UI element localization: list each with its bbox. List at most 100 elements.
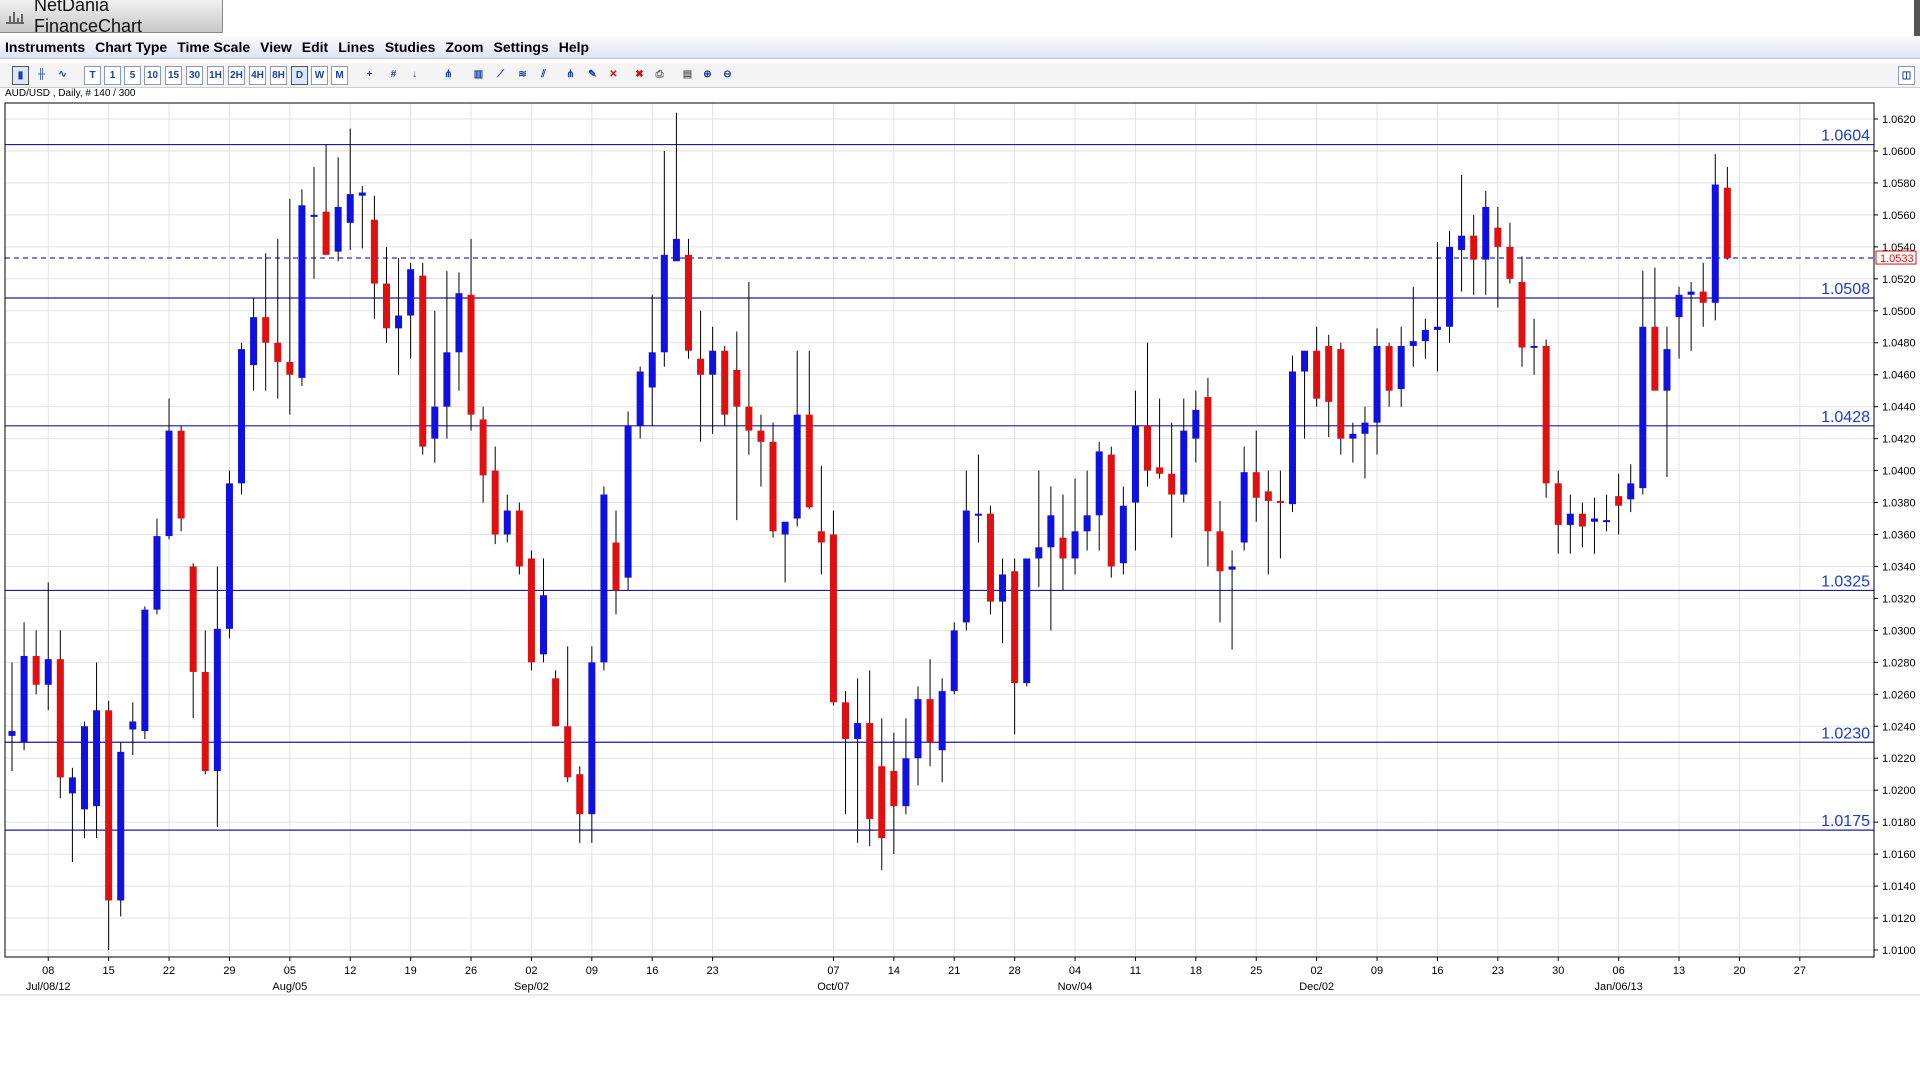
candle-body-up [1119,505,1127,564]
x-tick-label: 02 [525,965,537,977]
candle-body-down [382,283,390,329]
print-icon[interactable]: ⎙ [655,69,664,80]
interval-30-button[interactable]: 30 [186,66,203,85]
candle-body-down [817,531,825,543]
menu-edit[interactable]: Edit [301,39,329,55]
candle [1615,473,1623,535]
zoom-in-icon[interactable]: ⊕ [703,69,712,80]
candle [431,310,439,463]
menu-zoom[interactable]: Zoom [445,39,484,55]
panel-toggle-icon[interactable]: ◫ [1898,66,1915,85]
interval-1-button[interactable]: 1 [104,66,121,85]
candle-body-down [515,510,523,567]
menu-studies[interactable]: Studies [384,39,436,55]
studies-icon[interactable]: ⋔ [444,69,453,80]
menu-bar: Instruments Chart Type Time Scale View Edit L… [0,36,1920,59]
candle [1397,326,1405,407]
candle-body-up [1687,291,1695,295]
interval-5-button[interactable]: 5 [124,66,141,85]
bar-chart-icon[interactable]: ╫ [37,69,46,80]
interval-d-button[interactable]: D [291,66,308,85]
x-tick-label: 19 [405,965,417,977]
candle [999,558,1007,644]
candle [1373,328,1381,455]
menu-lines[interactable]: Lines [338,39,375,55]
candlestick-icon[interactable]: ▮ [12,66,29,85]
menu-view[interactable]: View [260,39,292,55]
x-tick-label: 16 [646,965,658,977]
pitchfork-icon[interactable]: ⋔ [566,69,575,80]
candle-body-up [1192,409,1200,439]
instrument-info: AUD/USD , Daily, # 140 / 300 [5,88,136,99]
volume-icon[interactable]: ▥ [473,69,484,80]
candle-body-up [298,205,306,378]
candle-body-down [189,566,197,672]
interval-10-button[interactable]: 10 [144,66,161,85]
candles [8,112,1731,950]
y-tick-label: 1.0440 [1882,402,1916,414]
candle-body-up [213,628,221,772]
candle [1168,422,1176,538]
candle [32,630,40,695]
candle-body-down [1264,491,1272,501]
window-title-tab[interactable]: NetDania FinanceChart [0,0,223,36]
interval-4h-button[interactable]: 4H [249,66,266,85]
candle-body-down [274,342,282,362]
interval-2h-button[interactable]: 2H [228,66,245,85]
candle-body-up [1639,326,1647,489]
menu-help[interactable]: Help [558,39,590,55]
delete-all-icon[interactable]: ✖ [635,69,644,80]
candle [479,406,487,503]
y-tick-label: 1.0460 [1882,370,1916,382]
x-tick-label: 29 [223,965,235,977]
candle [225,470,233,639]
y-tick-label: 1.0340 [1882,561,1916,573]
candle [1542,339,1550,498]
x-tick-label: 16 [1431,965,1443,977]
candle-body-up [1361,422,1369,434]
fibonacci-icon[interactable]: ≋ [518,69,527,80]
trendline-icon[interactable]: ⟋ [497,69,504,80]
zoom-out-icon[interactable]: ⊖ [723,69,732,80]
interval-8h-button[interactable]: 8H [270,66,287,85]
candle-body-down [262,317,270,343]
candle [1506,222,1514,284]
crosshair-icon[interactable]: + [366,69,373,80]
interval-15-button[interactable]: 15 [165,66,182,85]
y-tick-label: 1.0380 [1882,498,1916,510]
level-label: 1.0175 [1821,813,1870,830]
print-preview-icon[interactable]: ▤ [682,69,693,80]
menu-chart-type[interactable]: Chart Type [95,39,168,55]
candle-body-down [1470,235,1478,260]
menu-time-scale[interactable]: Time Scale [177,39,251,55]
level-label: 1.0325 [1821,573,1870,590]
candle [793,350,801,527]
channel-icon[interactable]: ⫽ [541,69,546,80]
grid-icon[interactable]: # [390,69,397,80]
menu-settings[interactable]: Settings [493,39,549,55]
candle [1240,446,1248,551]
line-chart-icon[interactable]: ∿ [58,69,67,80]
delete-icon[interactable]: ✕ [609,69,618,80]
interval-1h-button[interactable]: 1H [207,66,224,85]
x-major-label: Dec/02 [1299,981,1334,993]
menu-instruments[interactable]: Instruments [5,39,86,55]
interval-m-button[interactable]: M [331,66,348,85]
candle [842,691,850,815]
interval-t-button[interactable]: T [84,66,101,85]
interval-w-button[interactable]: W [311,66,328,85]
candle-body-down [1156,467,1164,474]
arrow-icon[interactable]: ↓ [412,69,417,80]
y-tick-label: 1.0260 [1882,689,1916,701]
candle [213,566,221,827]
y-tick-label: 1.0620 [1882,114,1916,126]
candle-body-up [68,777,76,794]
pencil-icon[interactable]: ✎ [588,69,597,80]
candle-body-down [805,414,813,508]
y-tick-label: 1.0100 [1882,945,1916,957]
x-tick-label: 23 [707,965,719,977]
candle-body-up [431,406,439,439]
candle-body-up [1566,513,1574,525]
candle-body-up [334,206,342,252]
